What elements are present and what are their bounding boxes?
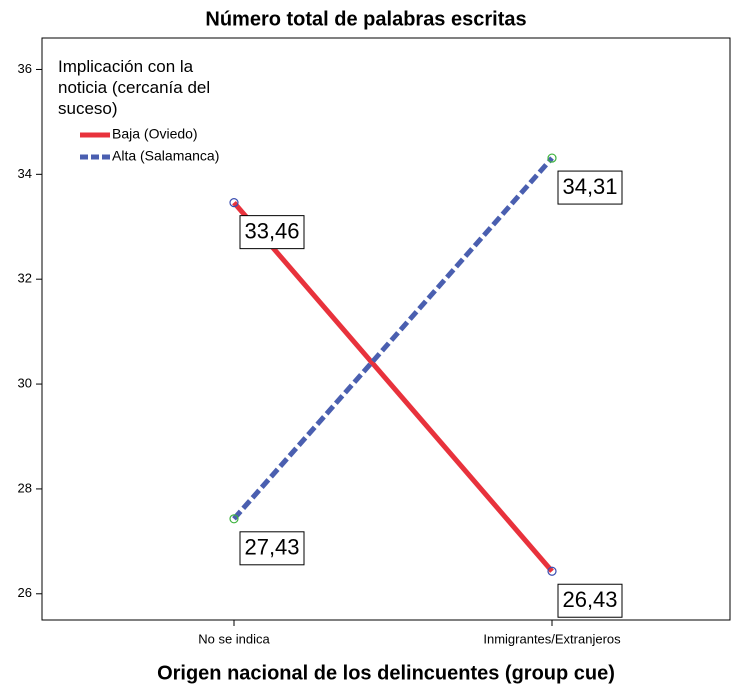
data-label-box	[557, 583, 623, 618]
point-marker	[547, 566, 557, 576]
chart-title: Número total de palabras escritas	[205, 8, 526, 30]
data-label: 34,31	[562, 174, 617, 199]
legend-title: Implicación con la noticia (cercanía del…	[58, 57, 211, 118]
y-tick-label: 36	[18, 61, 32, 76]
data-label-box	[239, 531, 305, 566]
data-label: 26,43	[562, 587, 617, 612]
data-label-box	[239, 215, 305, 250]
y-tick-label: 30	[18, 375, 32, 390]
point-marker	[547, 153, 557, 163]
point-marker	[229, 514, 239, 524]
point-marker	[229, 198, 239, 208]
plot-frame	[41, 37, 731, 621]
x-tick-label: No se indica	[198, 631, 270, 646]
y-tick-label: 32	[18, 271, 32, 286]
data-label: 33,46	[244, 218, 299, 243]
y-tick-label: 26	[18, 585, 32, 600]
series-line	[232, 156, 554, 521]
legend-title-box: Implicación con la noticia (cercanía del…	[58, 57, 211, 118]
x-tick-label: Inmigrantes/Extranjeros	[483, 631, 621, 646]
legend-label: Alta (Salamanca)	[112, 148, 219, 164]
x-axis-title: Origen nacional de los delincuentes (gro…	[157, 662, 615, 684]
data-label-box	[557, 170, 623, 205]
data-label: 27,43	[244, 535, 299, 560]
y-tick-label: 28	[18, 480, 32, 495]
series-line	[232, 201, 554, 573]
legend-label: Baja (Oviedo)	[112, 126, 198, 142]
y-tick-label: 34	[18, 166, 32, 181]
